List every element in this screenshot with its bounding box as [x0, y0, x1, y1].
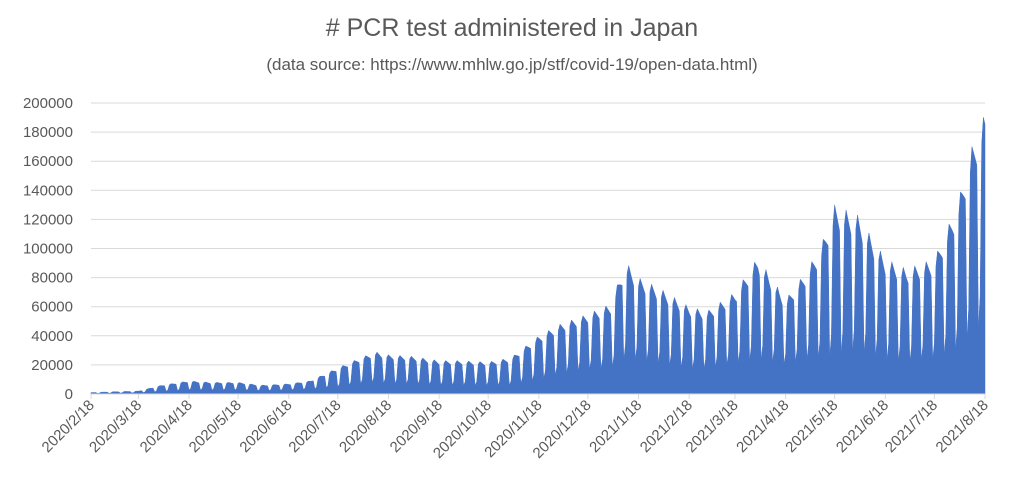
x-tick-label: 2020/4/18: [137, 397, 196, 456]
y-tick-label: 140000: [23, 182, 73, 199]
pcr-tests-area: [90, 117, 986, 395]
x-tick-label: 2021/8/18: [933, 397, 992, 456]
x-tick-label: 2021/7/18: [882, 397, 941, 456]
y-tick-label: 100000: [23, 241, 73, 258]
y-tick-label: 0: [65, 386, 73, 403]
x-tick-label: 2021/5/18: [782, 397, 841, 456]
y-tick-labels: 0 20000 40000 60000 80000 100000 120000 140000 1…: [23, 95, 73, 403]
y-tick-label: 40000: [31, 328, 73, 345]
chart-subtitle: (data source: https://www.mhlw.go.jp/stf…: [266, 55, 758, 74]
x-tick-label: 2021/4/18: [733, 397, 792, 456]
x-tick-label: 2020/3/18: [86, 397, 145, 456]
y-tick-label: 80000: [31, 270, 73, 287]
y-tick-label: 180000: [23, 124, 73, 141]
x-tick-label: 2020/7/18: [285, 397, 344, 456]
chart-title: # PCR test administered in Japan: [325, 14, 699, 42]
x-tick-label: 2021/1/18: [586, 397, 645, 456]
x-tick-label: 2021/6/18: [833, 397, 892, 456]
y-tick-label: 120000: [23, 211, 73, 228]
y-tick-label: 160000: [23, 153, 73, 170]
x-tick-labels: 2020/2/182020/3/182020/4/182020/5/182020…: [39, 394, 992, 462]
x-tick-label: 2020/8/18: [336, 397, 395, 456]
x-tick-label: 2020/5/18: [186, 397, 245, 456]
y-tick-label: 60000: [31, 299, 73, 316]
y-tick-label: 200000: [23, 95, 73, 112]
x-tick-label: 2020/6/18: [236, 397, 295, 456]
y-tick-label: 20000: [31, 357, 73, 374]
